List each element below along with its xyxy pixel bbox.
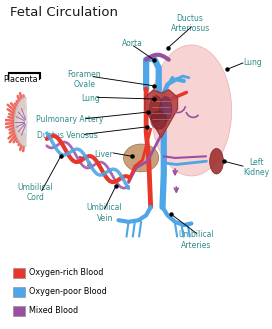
Text: Foramen
Ovale: Foramen Ovale <box>68 70 101 89</box>
Text: Oxygen-poor Blood: Oxygen-poor Blood <box>29 287 107 296</box>
Ellipse shape <box>149 96 163 122</box>
Text: Placenta: Placenta <box>3 75 38 84</box>
Text: Oxygen-rich Blood: Oxygen-rich Blood <box>29 268 104 277</box>
Polygon shape <box>15 97 27 146</box>
Ellipse shape <box>150 111 167 129</box>
Text: Fetal Circulation: Fetal Circulation <box>10 6 118 19</box>
Ellipse shape <box>160 96 172 121</box>
FancyBboxPatch shape <box>13 306 25 316</box>
Text: Mixed Blood: Mixed Blood <box>29 306 79 315</box>
Text: Aorta: Aorta <box>122 39 143 48</box>
Ellipse shape <box>123 144 159 172</box>
Text: Umbilical
Cord: Umbilical Cord <box>18 183 53 202</box>
Text: Lung: Lung <box>243 59 262 67</box>
Ellipse shape <box>210 148 224 174</box>
Text: Ductus Venosus: Ductus Venosus <box>36 131 97 139</box>
Text: Umbilical
Vein: Umbilical Vein <box>87 203 122 223</box>
Text: Lung: Lung <box>82 94 100 104</box>
Text: Umbilical
Arteries: Umbilical Arteries <box>179 230 214 250</box>
Ellipse shape <box>151 45 232 176</box>
Text: Liver: Liver <box>94 149 113 159</box>
FancyBboxPatch shape <box>13 287 25 296</box>
FancyBboxPatch shape <box>13 268 25 278</box>
Text: Ductus
Arteriosus: Ductus Arteriosus <box>171 14 210 33</box>
Text: Left
Kidney: Left Kidney <box>243 158 269 177</box>
Text: Pulmonary Artery: Pulmonary Artery <box>36 115 103 124</box>
Polygon shape <box>145 90 178 138</box>
